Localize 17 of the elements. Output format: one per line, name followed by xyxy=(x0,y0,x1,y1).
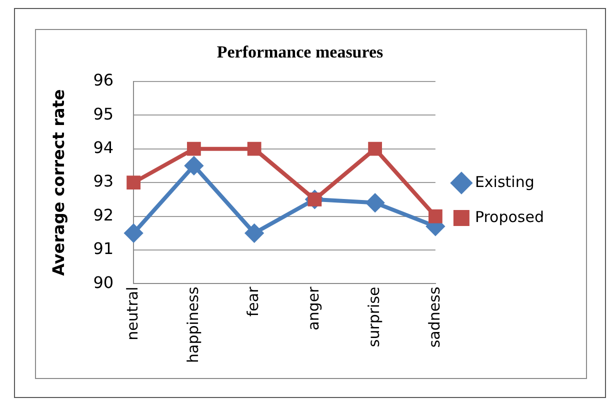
y-tick-label: 92 xyxy=(93,205,114,224)
x-tick-label: happiness xyxy=(184,286,202,364)
x-tick-label: anger xyxy=(304,286,323,330)
x-tick-label: sadness xyxy=(425,286,444,348)
y-tick-label: 96 xyxy=(93,70,114,90)
y-tick-label: 91 xyxy=(93,239,114,258)
legend-label: Existing xyxy=(474,172,534,191)
x-tick-label: surprise xyxy=(364,286,383,348)
y-tick-label: 90 xyxy=(93,272,114,292)
x-tick-label: fear xyxy=(244,286,262,317)
y-axis-title: Average correct rate xyxy=(48,89,68,276)
y-tick-label: 95 xyxy=(93,104,114,124)
legend-label: Proposed xyxy=(474,208,544,226)
x-tick-label: neutral xyxy=(123,286,142,340)
y-tick-label: 93 xyxy=(93,172,114,191)
y-tick-label: 94 xyxy=(93,138,114,157)
chart-title: Performance measures xyxy=(216,42,384,62)
